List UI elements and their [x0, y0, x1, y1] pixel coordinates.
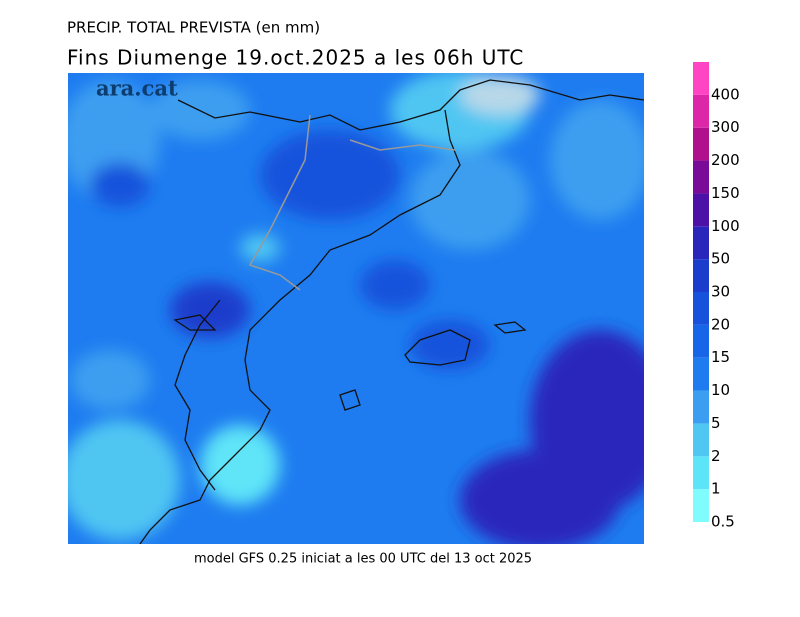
legend-swatch [693, 193, 709, 227]
legend-label: 20 [711, 315, 730, 333]
legend-swatch [693, 127, 709, 161]
map [68, 73, 644, 544]
legend-swatch [693, 390, 709, 424]
borders [248, 114, 456, 291]
footer: model GFS 0.25 iniciat a les 00 UTC del … [194, 552, 532, 567]
legend-label: 30 [711, 283, 730, 301]
legend-label: 50 [711, 250, 730, 268]
legend-swatch [693, 226, 709, 260]
legend-swatch [693, 456, 709, 490]
legend-swatch [693, 259, 709, 292]
legend-label: 10 [711, 381, 730, 399]
legend-swatch [693, 62, 709, 95]
legend-label: 300 [711, 118, 740, 136]
coastlines [139, 79, 644, 544]
legend-label: 200 [711, 151, 740, 169]
legend-label: 150 [711, 184, 740, 202]
legend-label: 100 [711, 217, 740, 235]
legend-swatch [693, 357, 709, 391]
legend-swatch [693, 292, 709, 325]
subtitle: Fins Diumenge 19.oct.2025 a les 06h UTC [67, 46, 524, 70]
title: PRECIP. TOTAL PREVISTA (en mm) [67, 19, 320, 37]
legend-label: 5 [711, 414, 721, 432]
legend-label: 1 [711, 480, 721, 498]
legend-swatch [693, 489, 709, 522]
legend-swatch [693, 160, 709, 194]
legend-label: 400 [711, 85, 740, 103]
precip-fields [68, 73, 644, 544]
legend-swatch [693, 423, 709, 457]
legend-label: 0.5 [711, 513, 735, 531]
legend-label: 2 [711, 447, 721, 465]
legend: 0.5 1 2 5 10 15 20 30 50 100 150 200 300 400 [693, 62, 740, 531]
logo: ara.cat [96, 76, 178, 101]
legend-label: 15 [711, 348, 730, 366]
legend-swatch [693, 94, 709, 128]
legend-swatch [693, 324, 709, 358]
